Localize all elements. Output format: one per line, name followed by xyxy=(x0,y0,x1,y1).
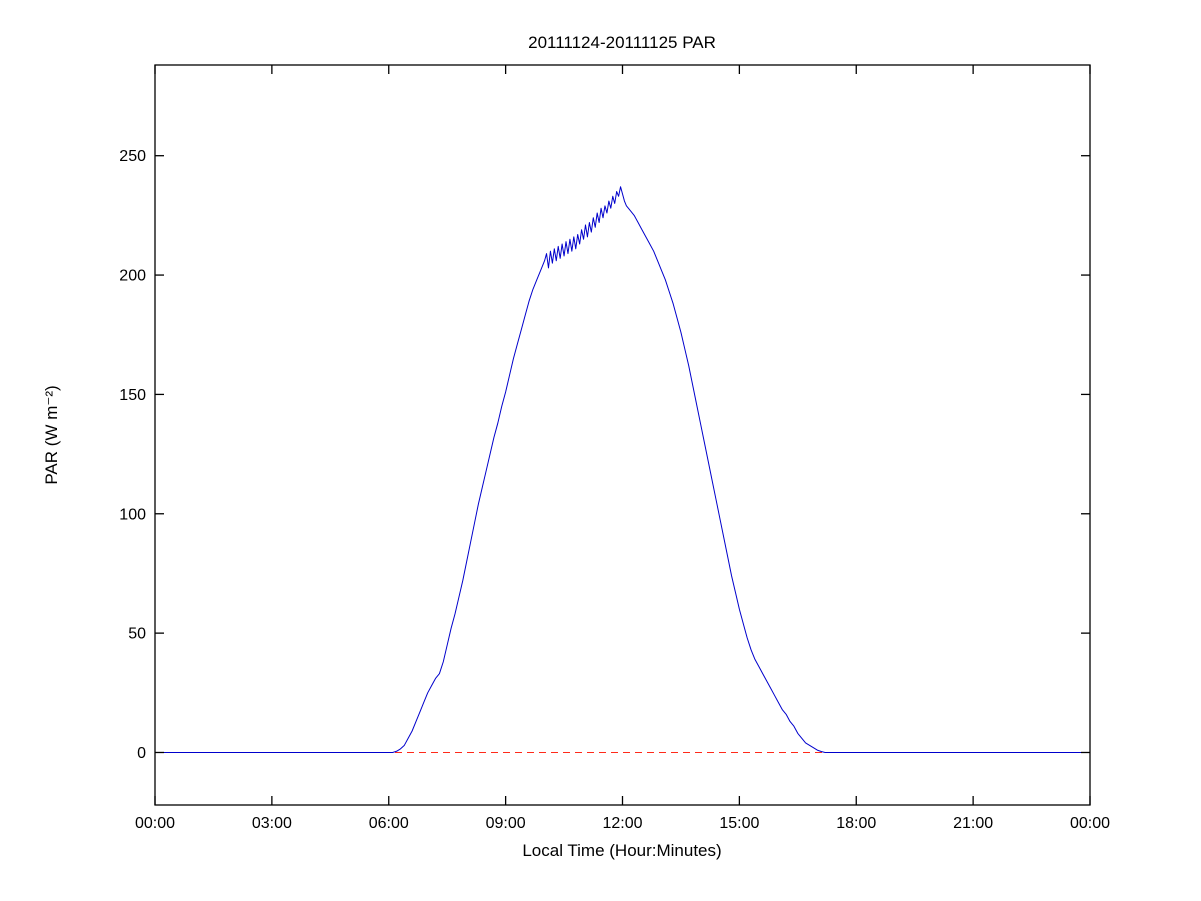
chart-title: 20111124-20111125 PAR xyxy=(528,33,716,52)
y-tick-label: 100 xyxy=(119,506,146,523)
y-tick-label: 0 xyxy=(137,745,146,762)
x-tick-label: 03:00 xyxy=(252,815,292,832)
x-tick-label: 15:00 xyxy=(719,815,759,832)
y-tick-label: 250 xyxy=(119,148,146,165)
y-tick-label: 200 xyxy=(119,268,146,285)
y-tick-label: 150 xyxy=(119,387,146,404)
y-axis-label: PAR (W m⁻²) xyxy=(42,385,61,484)
plot-box xyxy=(154,64,1091,806)
x-tick-label: 21:00 xyxy=(953,815,993,832)
y-tick-label: 50 xyxy=(128,626,146,643)
x-tick-label: 09:00 xyxy=(486,815,526,832)
plot-layer: 00:00 03:00 06:00 09:00 12:00 15:00 18:00 21:00… xyxy=(119,64,1110,832)
x-tick-label: 18:00 xyxy=(836,815,876,832)
x-tick-label: 12:00 xyxy=(602,815,642,832)
x-tick-label: 00:00 xyxy=(135,815,175,832)
x-axis-label: Local Time (Hour:Minutes) xyxy=(522,841,721,860)
series-line-par xyxy=(155,186,1090,753)
x-tick-label: 06:00 xyxy=(369,815,409,832)
x-tick-label: 00:00 xyxy=(1070,815,1110,832)
